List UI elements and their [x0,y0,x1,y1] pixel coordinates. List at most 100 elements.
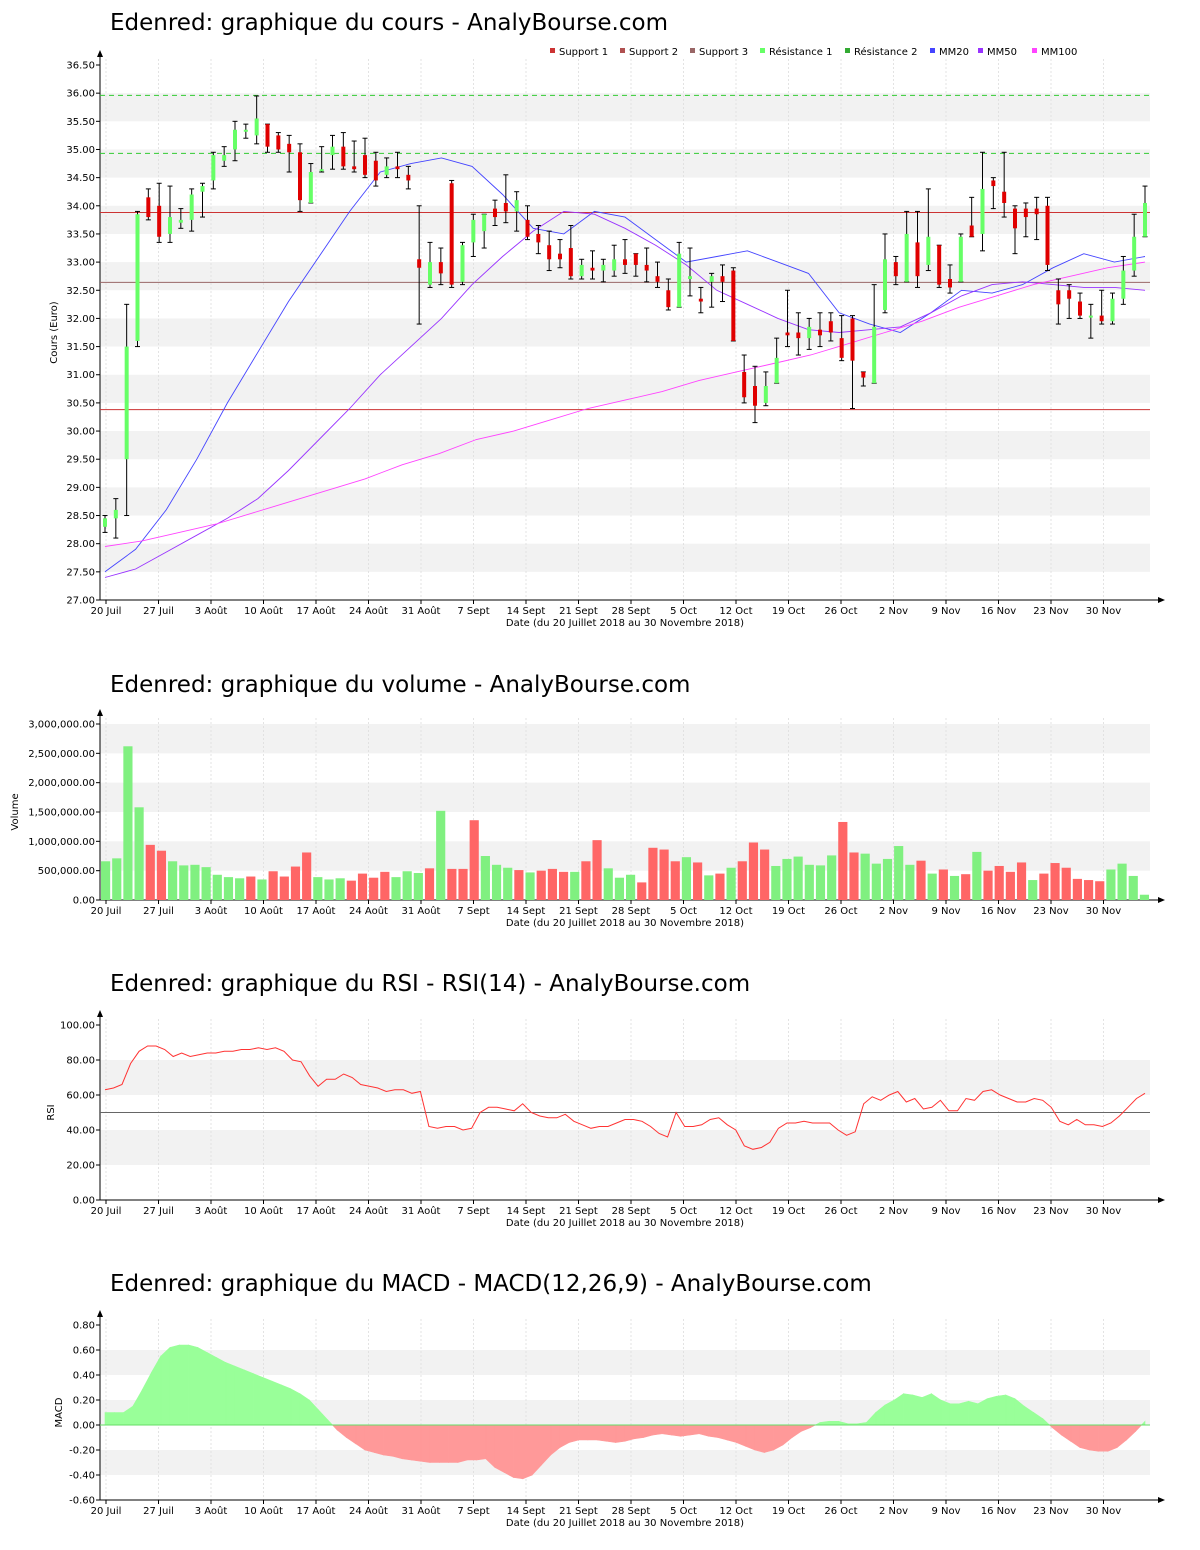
price-grid-band [100,487,1150,516]
candle-body [1023,208,1028,218]
mm100-line [104,261,1146,547]
volume-bar [447,868,457,900]
volume-bar [101,861,111,900]
candle-body [287,143,292,153]
volume-bar [648,847,658,900]
price-xtick-label: 21 Sept [559,606,598,617]
macd-area-segment [262,1377,273,1426]
volume-xtick-label: 27 Juil [143,906,174,917]
legend-label: Support 1 [559,47,608,58]
price-ytick-label: 34.50 [66,173,95,184]
volume-ytick-label: 2,000,000.00 [28,778,95,789]
macd-area-segment [1126,1424,1137,1441]
candle-body [828,321,833,333]
candle-body [514,200,519,212]
volume-xtick-label: 21 Sept [559,906,598,917]
candle-body [839,338,844,358]
volume-bar [1117,863,1127,900]
volume-xtick-label: 20 Juil [91,906,122,917]
macd-y-axis-arrow [97,1310,103,1317]
macd-xtick-label: 19 Oct [772,1506,805,1517]
candle-body [969,225,974,237]
macd-area-segment [364,1424,375,1453]
volume-bar [704,875,714,900]
price-xtick-label: 16 Nov [981,606,1017,617]
volume-bar [793,856,803,900]
macd-area-segment [225,1362,236,1426]
volume-bar [503,867,513,900]
macd-area-segment [1051,1424,1062,1436]
macd-xtick-label: 9 Nov [931,1506,960,1517]
macd-area-segment [578,1424,589,1441]
volume-bar [626,874,636,900]
candle-body [395,166,400,170]
volume-bar [156,850,167,900]
macd-xtick-label: 28 Sept [612,1506,651,1517]
price-grid-band [100,431,1150,460]
macd-area-segment [940,1399,951,1426]
price-grid-band [100,374,1150,403]
volume-bar [715,873,725,900]
macd-area-segment [698,1424,709,1437]
macd-xtick-label: 16 Nov [981,1506,1017,1517]
volume-bar [782,858,792,900]
candle-body [579,264,584,277]
price-xtick-label: 7 Sept [457,606,489,617]
rsi-x-axis-arrow [1158,1197,1165,1203]
macd-area-segment [689,1424,700,1436]
rsi-chart-title: Edenred: graphique du RSI - RSI(14) - An… [110,971,751,997]
volume-bar [1050,863,1060,900]
price-xtick-label: 27 Juil [143,606,174,617]
volume-xtick-label: 19 Oct [772,906,805,917]
rsi-line [104,1045,1146,1150]
rsi-ytick-label: 20.00 [66,1161,95,1172]
volume-bar [112,858,122,900]
candle-body [146,197,151,218]
candle-body [872,326,877,384]
price-xtick-label: 17 Août [297,605,336,617]
candle-body [818,329,822,336]
volume-bar [402,871,412,900]
volume-xtick-label: 10 Août [244,905,283,917]
rsi-xtick-label: 12 Oct [719,1206,752,1217]
mm20-line [104,157,1146,573]
rsi-xtick-label: 17 Août [297,1205,336,1217]
legend-swatch [930,48,935,53]
candle-body [644,264,649,271]
macd-area-segment [615,1424,626,1443]
volume-bar [603,868,613,900]
rsi-ytick-label: 40.00 [66,1126,95,1137]
volume-bar [1106,869,1116,900]
price-xtick-label: 24 Août [349,605,388,617]
legend-label: Support 3 [699,47,748,58]
candle-body [774,357,779,384]
macd-area-segment [503,1424,514,1479]
candle-body [915,242,920,277]
candle-body [893,262,898,277]
volume-bar [324,879,334,900]
macd-area-segment [243,1369,254,1426]
macd-area-segment [299,1393,310,1426]
candle-body [243,129,248,132]
macd-area-segment [633,1424,644,1440]
rsi-y-axis-arrow [97,1010,103,1017]
volume-bar [1016,862,1027,900]
candle-body [536,233,541,243]
macd-area-segment [606,1424,617,1443]
macd-area-segment [745,1424,756,1451]
candle-body [319,169,324,172]
price-ytick-label: 31.50 [66,342,95,353]
candle-body [655,276,660,282]
volume-xtick-label: 5 Oct [670,906,697,917]
volume-bar [894,846,904,900]
candle-body [590,267,595,271]
volume-bar [570,871,580,900]
macd-area-segment [1061,1424,1072,1442]
macd-area-segment [754,1424,765,1453]
macd-area-segment [912,1394,923,1426]
price-ytick-label: 35.50 [66,117,95,128]
legend-label: MM20 [939,47,969,58]
price-y-axis-arrow [97,50,103,57]
volume-grid-band [100,724,1150,754]
volume-xtick-label: 30 Nov [1086,906,1122,917]
